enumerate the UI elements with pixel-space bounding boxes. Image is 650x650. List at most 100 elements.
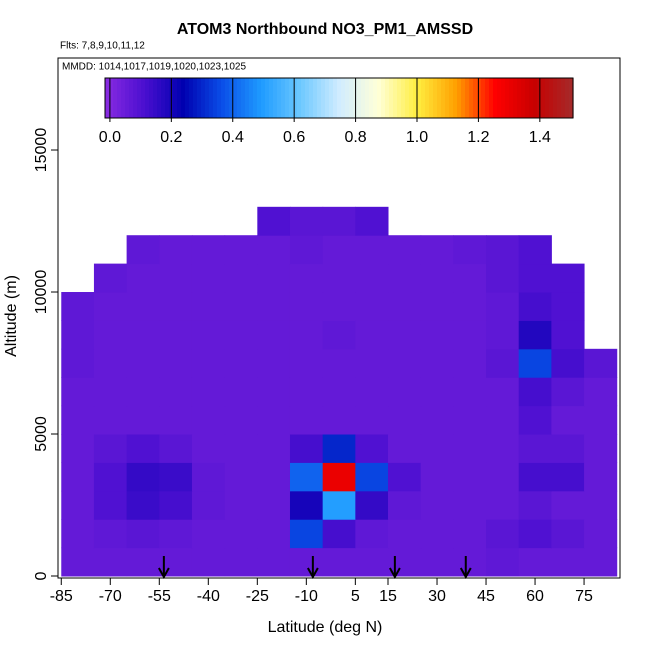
heat-cell <box>355 405 389 435</box>
heat-cell <box>420 377 454 407</box>
heat-cell <box>224 462 258 492</box>
colorbar-segment <box>269 78 274 118</box>
colorbar-segment <box>549 78 554 118</box>
colorbar-segment <box>441 78 446 118</box>
heat-cell <box>61 320 95 350</box>
colorbar-segment <box>229 78 234 118</box>
x-tick-label: -40 <box>197 588 220 605</box>
heat-cell <box>355 206 389 236</box>
colorbar-segment <box>177 78 182 118</box>
heat-cell <box>61 377 95 407</box>
colorbar-segment <box>437 78 442 118</box>
heat-cell <box>159 292 193 321</box>
colorbar-segment <box>313 78 318 118</box>
heat-cell <box>257 320 291 350</box>
colorbar-segment <box>209 78 214 118</box>
heat-cell <box>224 292 258 321</box>
heat-cell <box>453 320 487 350</box>
colorbar-tick-label: 0.8 <box>344 129 366 146</box>
colorbar-segment <box>237 78 242 118</box>
x-tick-label: 5 <box>351 588 360 605</box>
colorbar-segment <box>137 78 142 118</box>
colorbar-segment <box>121 78 126 118</box>
colorbar-segment <box>413 78 418 118</box>
colorbar-segment <box>497 78 502 118</box>
heat-cell <box>224 263 258 293</box>
colorbar-segment <box>457 78 462 118</box>
heat-cell <box>93 377 128 407</box>
colorbar-segment <box>293 78 298 118</box>
heat-cell <box>518 348 552 378</box>
heat-cell <box>551 462 585 492</box>
heat-cell <box>61 348 95 378</box>
colorbar-segment <box>157 78 162 118</box>
heat-cell <box>518 405 552 435</box>
heat-cell <box>551 320 585 350</box>
heat-cell <box>551 348 585 378</box>
heat-cell <box>518 490 552 520</box>
heat-cell <box>257 434 291 463</box>
colorbar-tick-label: 0.6 <box>283 129 305 146</box>
colorbar-segment <box>521 78 526 118</box>
heat-cell <box>486 490 520 520</box>
colorbar-tick-label: 0.4 <box>222 129 244 146</box>
heat-cell <box>551 263 585 293</box>
heat-cell <box>159 320 193 350</box>
colorbar-segment <box>317 78 322 118</box>
heat-cell <box>420 292 454 321</box>
heat-cell <box>322 235 356 265</box>
colorbar-segment <box>377 78 382 118</box>
colorbar-segment <box>409 78 414 118</box>
colorbar-segment <box>301 78 306 118</box>
heat-cell <box>420 405 454 435</box>
heat-cell <box>420 462 454 492</box>
colorbar-segment <box>349 78 354 118</box>
colorbar-segment <box>557 78 562 118</box>
heat-cell <box>93 519 128 549</box>
heat-cell <box>224 320 258 350</box>
colorbar-segment <box>517 78 522 118</box>
heat-cell <box>322 405 356 435</box>
heat-cell <box>191 235 226 265</box>
colorbar-segment <box>533 78 538 118</box>
colorbar-segment <box>193 78 198 118</box>
heat-cell <box>355 462 389 492</box>
heat-cell <box>388 263 422 293</box>
colorbar-segment <box>205 78 210 118</box>
colorbar-segment <box>145 78 150 118</box>
heat-cell <box>257 206 291 236</box>
heat-cell <box>584 519 618 549</box>
heat-cell <box>518 235 552 265</box>
heat-cell <box>322 462 356 492</box>
heat-cell <box>191 348 226 378</box>
colorbar-segment <box>285 78 290 118</box>
heat-cell <box>322 292 356 321</box>
heat-cell <box>551 519 585 549</box>
colorbar-segment <box>129 78 134 118</box>
heat-cell <box>289 462 324 492</box>
heat-cell <box>322 206 356 236</box>
colorbar-segment <box>357 78 362 118</box>
heat-cell <box>486 462 520 492</box>
y-axis-label: Altitude (m) <box>3 275 20 357</box>
colorbar-segment <box>225 78 230 118</box>
colorbar-segment <box>125 78 130 118</box>
colorbar-segment <box>133 78 138 118</box>
heat-cell <box>126 434 160 463</box>
heat-cell <box>159 348 193 378</box>
heat-cell <box>61 405 95 435</box>
colorbar-segment <box>105 78 110 118</box>
heat-cell <box>93 434 128 463</box>
colorbar-segment <box>113 78 118 118</box>
x-axis-label: Latitude (deg N) <box>268 619 383 636</box>
heat-cell <box>126 462 160 492</box>
colorbar-segment <box>373 78 378 118</box>
heat-cell <box>93 292 128 321</box>
heat-cell <box>93 490 128 520</box>
colorbar-segment <box>253 78 258 118</box>
colorbar-segment <box>465 78 470 118</box>
heat-cell <box>355 292 389 321</box>
colorbar-segment <box>245 78 250 118</box>
heat-cell <box>93 462 128 492</box>
heat-cell <box>322 320 356 350</box>
